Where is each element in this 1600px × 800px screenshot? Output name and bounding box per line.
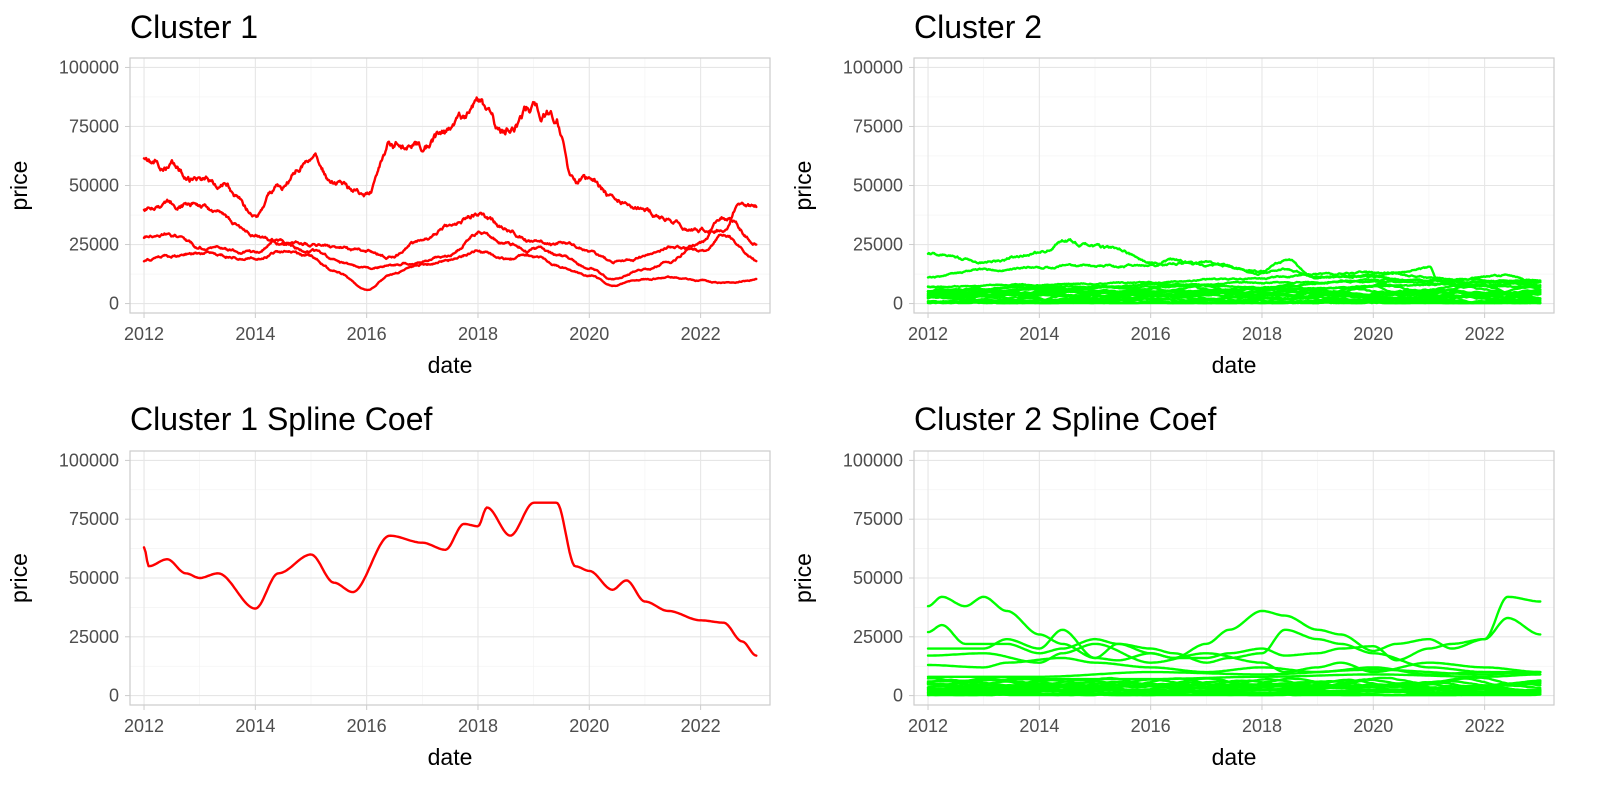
x-tick-label: 2020	[1353, 324, 1393, 344]
panel-border	[913, 57, 1555, 314]
y-tick-label: 100000	[59, 450, 119, 470]
series-line-6	[926, 282, 1542, 298]
y-tick-label: 50000	[69, 568, 119, 588]
x-tick-label: 2018	[458, 716, 498, 736]
x-tick-label: 2014	[1019, 716, 1059, 736]
series-line-3	[926, 270, 1542, 289]
series-group	[926, 238, 1542, 305]
series-line-3	[926, 628, 1542, 674]
y-axis-title: price	[790, 161, 816, 211]
y-tick-label: 75000	[69, 509, 119, 529]
y-tick-label: 100000	[843, 57, 903, 77]
panel-4: 2012 2014 2016 2018 2020 2022 0 25000 50000 75000…	[790, 401, 1555, 770]
band-series-line	[926, 682, 1542, 691]
series-line-6	[926, 668, 1542, 678]
x-tick-label: 2012	[124, 716, 164, 736]
x-tick-label: 2022	[1465, 716, 1505, 736]
panel-border	[129, 57, 771, 314]
x-tick-label: 2016	[1131, 324, 1171, 344]
series-line-1	[926, 595, 1542, 662]
series-line-7	[926, 673, 1542, 683]
x-tick-label: 2016	[347, 716, 387, 736]
series-line-1	[142, 501, 758, 657]
x-tick-label: 2016	[1131, 716, 1171, 736]
y-tick-label: 0	[109, 294, 119, 314]
x-tick-label: 2016	[347, 324, 387, 344]
series-group	[142, 501, 758, 657]
series-group	[926, 595, 1542, 697]
panel-title: Cluster 1 Spline Coef	[130, 401, 432, 437]
panel-border	[129, 450, 771, 706]
x-tick-label: 2020	[569, 716, 609, 736]
panel-3: 2012 2014 2016 2018 2020 2022 0 25000 50000 75000…	[6, 401, 771, 770]
y-tick-label: 25000	[69, 627, 119, 647]
panel-1: 2012 2014 2016 2018 2020 2022 0 25000 50000 75000…	[6, 9, 771, 378]
x-tick-label: 2014	[235, 716, 275, 736]
x-tick-label: 2020	[569, 324, 609, 344]
panel-title: Cluster 2 Spline Coef	[914, 401, 1216, 437]
y-tick-label: 0	[893, 294, 903, 314]
y-axis-title: price	[6, 161, 32, 211]
series-line-5	[926, 656, 1542, 676]
series-line-4	[142, 249, 758, 292]
x-tick-label: 2022	[681, 716, 721, 736]
panel-title: Cluster 1	[130, 9, 258, 45]
y-tick-label: 75000	[853, 509, 903, 529]
series-line-1	[926, 238, 1542, 285]
y-tick-label: 50000	[853, 176, 903, 196]
y-tick-label: 75000	[853, 116, 903, 136]
y-tick-label: 100000	[59, 57, 119, 77]
series-line-2	[926, 595, 1542, 660]
y-tick-label: 50000	[853, 568, 903, 588]
series-group	[142, 96, 758, 292]
y-tick-label: 100000	[843, 450, 903, 470]
x-axis-title: date	[1212, 744, 1257, 770]
series-line-5	[926, 277, 1542, 296]
series-line-3	[142, 216, 758, 281]
y-tick-label: 0	[109, 686, 119, 706]
x-axis-title: date	[1212, 352, 1257, 378]
band-series-line	[926, 291, 1542, 303]
x-tick-label: 2018	[1242, 716, 1282, 736]
y-tick-label: 25000	[853, 235, 903, 255]
y-tick-label: 75000	[69, 116, 119, 136]
x-tick-label: 2012	[908, 716, 948, 736]
y-axis-title: price	[790, 553, 816, 603]
x-tick-label: 2018	[1242, 324, 1282, 344]
x-tick-label: 2022	[1465, 324, 1505, 344]
series-line-1	[142, 96, 758, 234]
x-tick-label: 2014	[235, 324, 275, 344]
panel-2: 2012 2014 2016 2018 2020 2022 0 25000 50000 75000…	[790, 9, 1555, 378]
x-tick-label: 2020	[1353, 716, 1393, 736]
y-tick-label: 25000	[853, 627, 903, 647]
series-line-2	[142, 198, 758, 265]
x-tick-label: 2012	[908, 324, 948, 344]
y-tick-label: 0	[893, 686, 903, 706]
x-tick-label: 2018	[458, 324, 498, 344]
x-tick-label: 2022	[681, 324, 721, 344]
x-tick-label: 2012	[124, 324, 164, 344]
y-tick-label: 50000	[69, 176, 119, 196]
x-axis-title: date	[428, 352, 473, 378]
panel-border	[913, 450, 1555, 706]
panel-title: Cluster 2	[914, 9, 1042, 45]
y-axis-title: price	[6, 553, 32, 603]
x-tick-label: 2014	[1019, 324, 1059, 344]
x-axis-title: date	[428, 744, 473, 770]
y-tick-label: 25000	[69, 235, 119, 255]
